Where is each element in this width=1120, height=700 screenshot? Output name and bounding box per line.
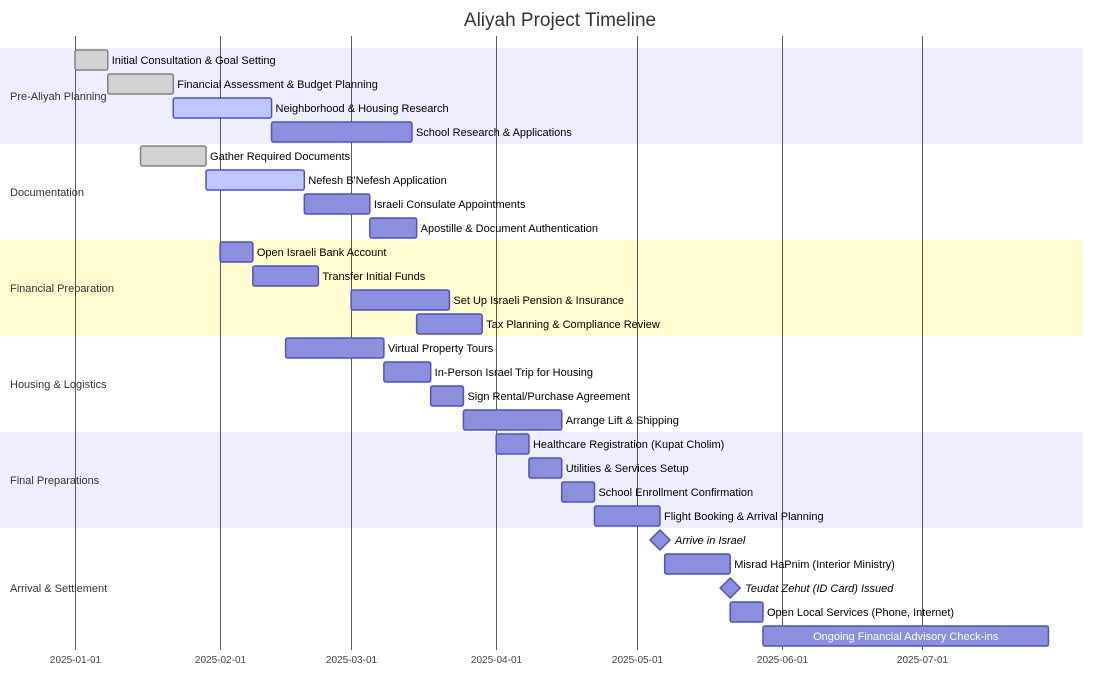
- x-tick-label: 2025-04-01: [471, 655, 523, 666]
- task-bar: [107, 73, 175, 95]
- section-band: [0, 432, 1083, 528]
- task-label: Nefesh B'Nefesh Application: [308, 175, 446, 187]
- task-label: Tax Planning & Compliance Review: [486, 319, 660, 331]
- task-bar: [303, 193, 371, 215]
- task-bar: [369, 217, 418, 239]
- x-tick-label: 2025-02-01: [195, 655, 247, 666]
- task-label: Set Up Israeli Pension & Insurance: [453, 295, 624, 307]
- section-bands: [0, 48, 1083, 528]
- task-label: Healthcare Registration (Kupat Cholim): [533, 439, 724, 451]
- x-axis: 2025-01-01 2025-02-01 2025-03-01 2025-04-01…: [50, 655, 949, 666]
- section-label: Pre-Aliyah Planning: [10, 91, 107, 103]
- section-label: Housing & Logistics: [10, 379, 107, 391]
- task-label: Apostille & Document Authentication: [421, 223, 598, 235]
- task-bar: [284, 337, 385, 359]
- x-tick-label: 2025-03-01: [326, 655, 378, 666]
- x-tick-label: 2025-07-01: [897, 655, 949, 666]
- task-bar: [172, 97, 273, 119]
- milestone-marker: [648, 528, 672, 552]
- task-label: School Enrollment Confirmation: [598, 487, 753, 499]
- task-label: Financial Assessment & Budget Planning: [177, 79, 378, 91]
- task-bar: [593, 505, 661, 527]
- task-label: Open Israeli Bank Account: [257, 247, 387, 259]
- task-label: Virtual Property Tours: [388, 343, 494, 355]
- task-bar: [560, 481, 596, 503]
- section-band: [0, 48, 1083, 144]
- task-label: Open Local Services (Phone, Internet): [767, 607, 954, 619]
- x-tick-label: 2025-01-01: [50, 655, 102, 666]
- task-label: Neighborhood & Housing Research: [276, 103, 449, 115]
- task-bar: [139, 145, 207, 167]
- task-bar: [270, 121, 413, 143]
- task-bar: [462, 409, 563, 431]
- task-label: In-Person Israel Trip for Housing: [435, 367, 593, 379]
- task-label: Ongoing Financial Advisory Check-ins: [813, 631, 999, 643]
- section-label: Final Preparations: [10, 475, 100, 487]
- task-bar: [74, 49, 109, 71]
- task-label: Sign Rental/Purchase Agreement: [467, 391, 630, 403]
- task-label: Transfer Initial Funds: [322, 271, 425, 283]
- section-label: Financial Preparation: [10, 283, 114, 295]
- task-bar: [252, 265, 320, 287]
- section-band: [0, 240, 1083, 336]
- task-bar: [383, 361, 432, 383]
- task-bar: [495, 433, 530, 455]
- task-bar: [528, 457, 563, 479]
- section-labels: Pre-Aliyah Planning Documentation Financia…: [10, 91, 114, 595]
- task-label: Flight Booking & Arrival Planning: [664, 511, 824, 523]
- task-bar: [663, 553, 731, 575]
- milestone-label: Arrive in Israel: [674, 535, 746, 547]
- milestone-marker: [719, 576, 742, 600]
- milestone-label: Teudat Zehut (ID Card) Issued: [745, 583, 894, 595]
- task-bar: [729, 601, 764, 623]
- task-bar: [429, 385, 465, 407]
- task-label: Initial Consultation & Goal Setting: [112, 55, 276, 67]
- task-label: School Research & Applications: [416, 127, 572, 139]
- task-bar: [762, 625, 1050, 647]
- task-label: Arrange Lift & Shipping: [566, 415, 679, 427]
- task-label: Israeli Consulate Appointments: [374, 199, 526, 211]
- task-bars: Initial Consultation & Goal Setting Finan…: [74, 49, 1050, 647]
- section-label: Documentation: [10, 187, 84, 199]
- section-label: Arrival & Settlement: [10, 583, 107, 595]
- task-label: Gather Required Documents: [210, 151, 351, 163]
- x-tick-label: 2025-06-01: [757, 655, 809, 666]
- x-tick-label: 2025-05-01: [612, 655, 664, 666]
- task-label: Utilities & Services Setup: [566, 463, 689, 475]
- task-bar: [205, 169, 306, 191]
- task-bar: [415, 313, 483, 335]
- task-bar: [350, 289, 451, 311]
- task-label: Misrad HaPnim (Interior Ministry): [734, 559, 895, 571]
- task-bar: [219, 241, 254, 263]
- chart-title: Aliyah Project Timeline: [464, 10, 656, 31]
